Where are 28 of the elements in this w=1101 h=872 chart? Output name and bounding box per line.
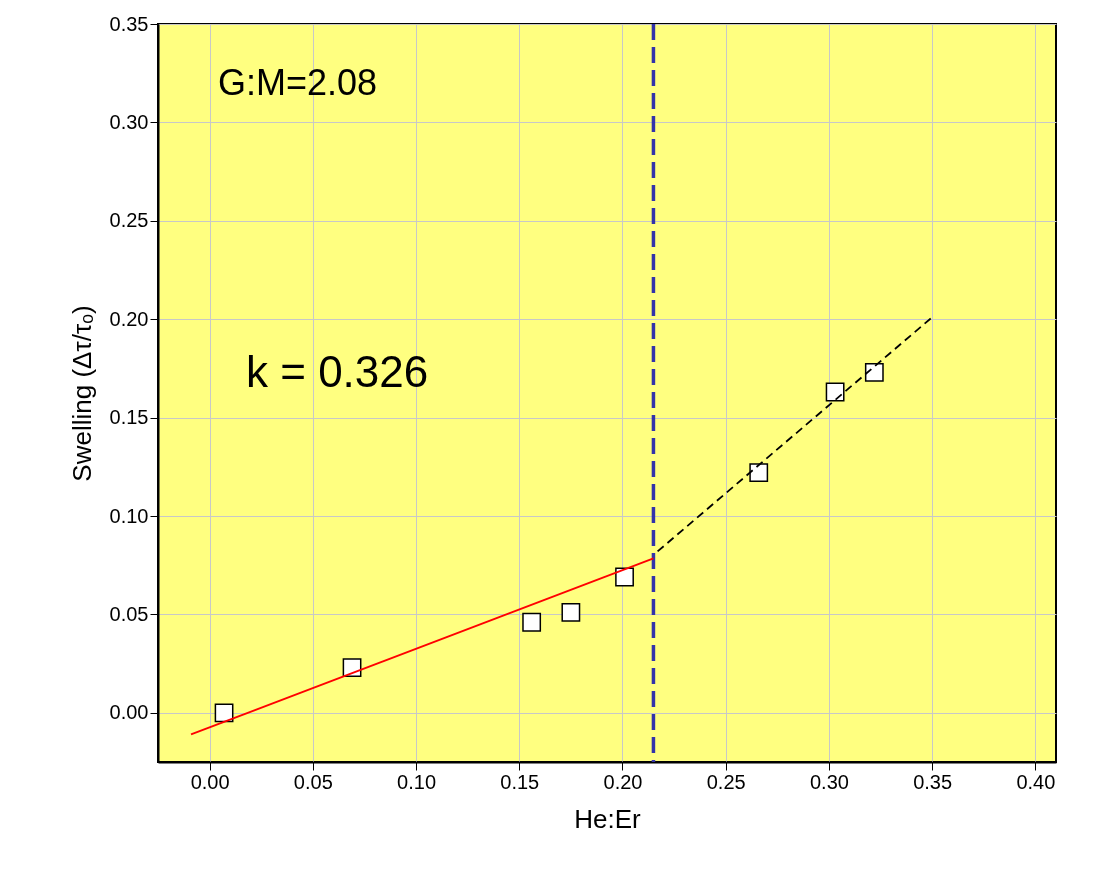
y-tick-label: 0.35: [109, 12, 149, 35]
x-axis-title: He:Er: [574, 803, 642, 834]
y-tick-label: 0.15: [109, 406, 149, 429]
point: [561, 603, 581, 622]
y-tick-label: 0.00: [109, 701, 149, 724]
point: [522, 612, 542, 632]
x-tick-label: 0.00: [190, 770, 230, 793]
y-tick-label: 0.10: [109, 504, 149, 527]
x-tick-label: 0.15: [500, 770, 540, 793]
x-tick-label: 0.35: [913, 770, 953, 793]
point: [615, 567, 634, 587]
point: [214, 703, 234, 723]
x-tick-label: 0.20: [603, 770, 643, 793]
x-tick-label: 0.25: [706, 770, 746, 793]
x-tick-label: 0.30: [809, 770, 849, 793]
annotation: k = 0.326: [246, 347, 429, 396]
x-tick-label: 0.05: [293, 770, 333, 793]
point: [825, 382, 845, 402]
point: [749, 463, 769, 483]
x-tick-label: 0.40: [1016, 770, 1056, 793]
annotation: G:M=2.08: [218, 62, 378, 103]
y-tick-label: 0.25: [109, 209, 149, 232]
y-tick-label: 0.05: [109, 602, 149, 625]
y-tick-label: 0.30: [109, 110, 149, 133]
y-tick-label: 0.20: [109, 307, 149, 330]
y-axis-title: Swelling (Δτ/τₒ): [66, 305, 97, 482]
x-tick-label: 0.10: [397, 770, 437, 793]
point: [864, 362, 884, 382]
